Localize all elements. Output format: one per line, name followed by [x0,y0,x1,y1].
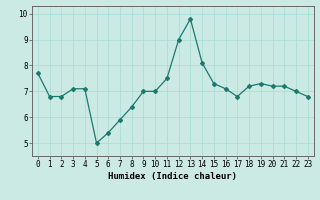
X-axis label: Humidex (Indice chaleur): Humidex (Indice chaleur) [108,172,237,181]
